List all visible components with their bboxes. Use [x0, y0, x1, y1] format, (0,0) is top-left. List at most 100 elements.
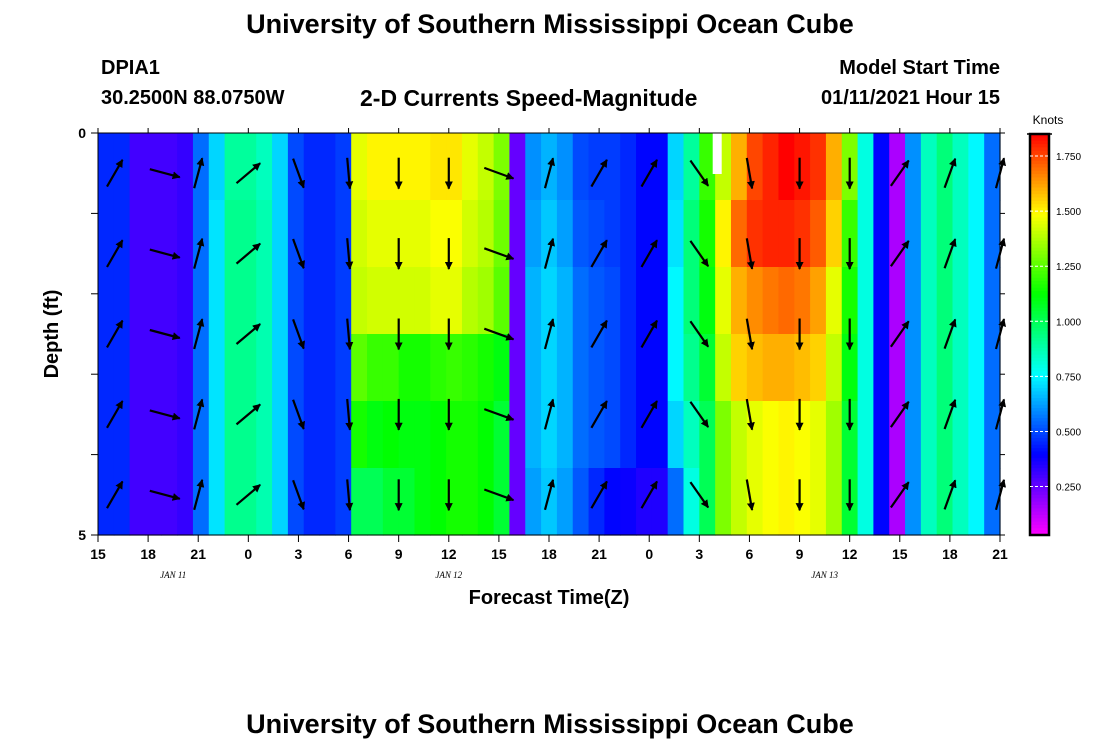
colorbar-swatch: [1030, 367, 1049, 372]
heat-cell: [208, 334, 226, 402]
heat-cell: [430, 468, 447, 536]
heat-cell: [541, 267, 558, 335]
colorbar-swatch: [1030, 214, 1049, 219]
heat-cell: [177, 468, 194, 536]
heat-cell: [841, 267, 859, 335]
heat-cell: [936, 133, 954, 201]
colorbar-swatch: [1030, 481, 1049, 486]
x-tick-label: 21: [591, 546, 607, 562]
heat-cell: [287, 267, 305, 335]
colorbar-swatch: [1030, 424, 1049, 429]
heat-cell: [952, 401, 969, 469]
colorbar-swatch: [1030, 170, 1049, 175]
heat-cell: [98, 133, 115, 201]
current-vector: [483, 327, 515, 341]
heat-cell: [208, 267, 226, 335]
heat-cell: [145, 468, 162, 536]
current-vector: [889, 401, 910, 428]
heat-cell: [161, 267, 178, 335]
heat-cell: [272, 334, 289, 402]
heat-cell: [224, 133, 242, 201]
heat-cell: [192, 200, 210, 268]
colorbar-swatch: [1030, 314, 1049, 319]
heat-cell: [382, 133, 400, 201]
heat-cell: [398, 200, 416, 268]
heat-cell: [667, 334, 685, 402]
heat-cell: [414, 200, 431, 268]
colorbar-swatch: [1030, 418, 1049, 422]
current-vector: [193, 157, 205, 189]
current-vector: [590, 239, 608, 268]
heat-cell: [556, 267, 574, 335]
heat-cell: [905, 401, 922, 469]
colorbar-swatch: [1030, 207, 1049, 212]
heat-cell: [841, 334, 859, 402]
heat-cell: [113, 334, 131, 402]
heat-cell: [461, 468, 479, 536]
colorbar-swatch: [1030, 150, 1049, 155]
colorbar-swatch: [1030, 174, 1049, 179]
current-vector: [106, 480, 124, 509]
colorbar-swatch: [1030, 494, 1049, 499]
heat-cell: [651, 133, 669, 201]
colorbar-swatch: [1030, 167, 1049, 172]
heat-cell: [952, 200, 969, 268]
colorbar-swatch: [1030, 448, 1049, 453]
heat-cell: [667, 200, 685, 268]
heat-cell: [335, 133, 352, 201]
heat-cell: [889, 401, 906, 469]
heat-cell: [778, 133, 795, 201]
heat-cell: [683, 200, 700, 268]
x-tick-label: 21: [190, 546, 206, 562]
heat-cell: [145, 334, 162, 402]
heat-cell: [715, 468, 732, 536]
heat-cell: [525, 468, 542, 536]
current-vector: [745, 318, 755, 351]
current-vector: [889, 240, 910, 267]
current-vector: [943, 399, 957, 430]
heat-cell: [762, 401, 780, 469]
current-vector: [590, 400, 608, 429]
heat-cell: [525, 133, 542, 201]
colorbar-swatch: [1030, 144, 1049, 148]
heat-cell: [113, 267, 131, 335]
bottom-title: University of Southern Mississippi Ocean…: [246, 709, 854, 739]
colorbar-swatch: [1030, 217, 1049, 222]
heat-cell: [794, 267, 811, 335]
colorbar-swatch: [1030, 377, 1049, 382]
heat-cell: [636, 334, 653, 402]
current-vector: [943, 318, 957, 349]
missing-data-bar: [712, 133, 722, 174]
colorbar-swatch: [1030, 324, 1049, 329]
colorbar-swatch: [1030, 277, 1049, 282]
colorbar: 0.250 0.500 0.750 1.000 1.250 1.500 1.750: [1027, 132, 1081, 537]
colorbar-swatch: [1030, 498, 1049, 503]
colorbar-swatch: [1030, 247, 1049, 252]
colorbar-swatch: [1030, 311, 1049, 316]
heat-cell: [699, 267, 716, 335]
heat-cell: [303, 468, 321, 536]
current-vector: [689, 401, 710, 428]
heat-cell: [272, 133, 289, 201]
colorbar-swatch: [1030, 234, 1049, 239]
heat-cell: [477, 334, 495, 402]
heat-cell: [224, 334, 242, 402]
heat-cell: [794, 200, 811, 268]
heat-cell: [493, 334, 511, 402]
colorbar-swatch: [1030, 281, 1049, 285]
heat-cell: [683, 401, 700, 469]
current-vector: [543, 398, 556, 430]
heat-cell: [889, 334, 906, 402]
heat-cell: [841, 200, 859, 268]
colorbar-swatch: [1030, 531, 1049, 536]
heat-cell: [192, 334, 210, 402]
x-tick-label: 15: [90, 546, 106, 562]
current-vector: [745, 238, 755, 270]
colorbar-swatch: [1030, 351, 1049, 356]
heat-cell: [952, 334, 969, 402]
model-start-label: Model Start Time: [839, 57, 1000, 79]
heat-cell: [351, 133, 368, 201]
colorbar-swatch: [1030, 421, 1049, 426]
current-vector: [943, 157, 957, 189]
colorbar-swatch: [1030, 384, 1049, 389]
